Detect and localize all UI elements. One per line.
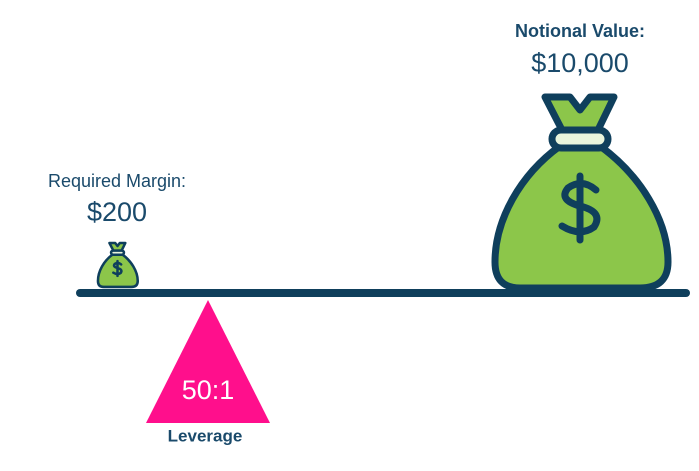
margin-label: Required Margin: (48, 171, 186, 191)
notional-label: Notional Value: (515, 21, 645, 41)
fulcrum-label: Leverage (168, 426, 243, 445)
fulcrum (146, 300, 270, 423)
margin-bag (96, 241, 140, 289)
margin-amount: $200 (87, 197, 147, 227)
fulcrum-ratio: 50:1 (182, 375, 235, 405)
notional-amount: $10,000 (531, 48, 629, 78)
notional-bag (495, 97, 668, 288)
